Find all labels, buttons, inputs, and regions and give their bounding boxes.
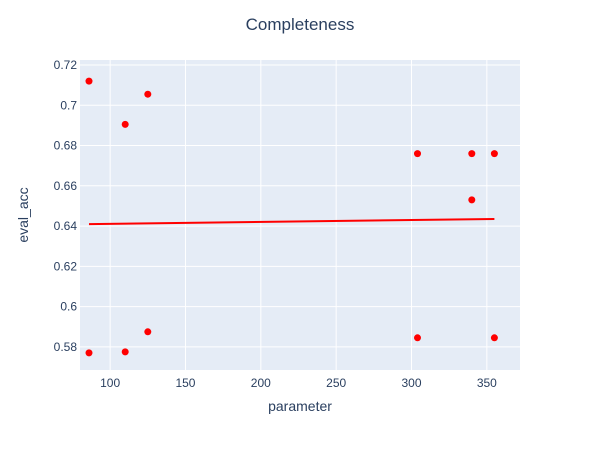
trendline-group <box>88 218 495 226</box>
x-tick-label: 250 <box>326 376 346 390</box>
data-point <box>414 334 421 342</box>
data-point <box>144 328 152 336</box>
data-point <box>121 348 129 356</box>
chart-title: Completeness <box>246 15 355 34</box>
y-tick-label: 0.7 <box>60 98 77 112</box>
y-tick-label: 0.6 <box>60 300 77 314</box>
y-tick-label: 0.68 <box>54 139 78 153</box>
y-tick-label: 0.58 <box>54 340 78 354</box>
data-point <box>85 349 93 357</box>
plot-area <box>80 60 520 370</box>
grid-lines <box>80 60 520 370</box>
x-tick-label: 100 <box>100 376 120 390</box>
y-tick-label: 0.62 <box>54 259 78 273</box>
x-axis-label: parameter <box>268 398 332 414</box>
trendline <box>88 218 495 226</box>
x-tick-label: 200 <box>251 376 271 390</box>
x-tick-label: 350 <box>477 376 497 390</box>
y-tick-label: 0.72 <box>54 58 78 72</box>
y-tick-label: 0.66 <box>54 179 78 193</box>
data-point <box>414 150 421 158</box>
y-axis-label: eval_acc <box>15 187 31 242</box>
data-point <box>490 334 498 342</box>
x-axis-ticks: 100 150 200 250 300 350 <box>100 376 497 390</box>
data-point <box>144 90 152 98</box>
data-point <box>121 120 129 128</box>
y-tick-label: 0.64 <box>54 219 78 233</box>
x-tick-label: 300 <box>401 376 421 390</box>
data-point <box>85 77 93 85</box>
data-point <box>468 150 476 158</box>
x-tick-label: 150 <box>175 376 195 390</box>
data-point <box>468 196 476 204</box>
y-axis-ticks: 0.58 0.6 0.62 0.64 0.66 0.68 0.7 0.72 <box>54 58 78 354</box>
data-point <box>490 150 498 158</box>
data-points <box>85 77 498 357</box>
